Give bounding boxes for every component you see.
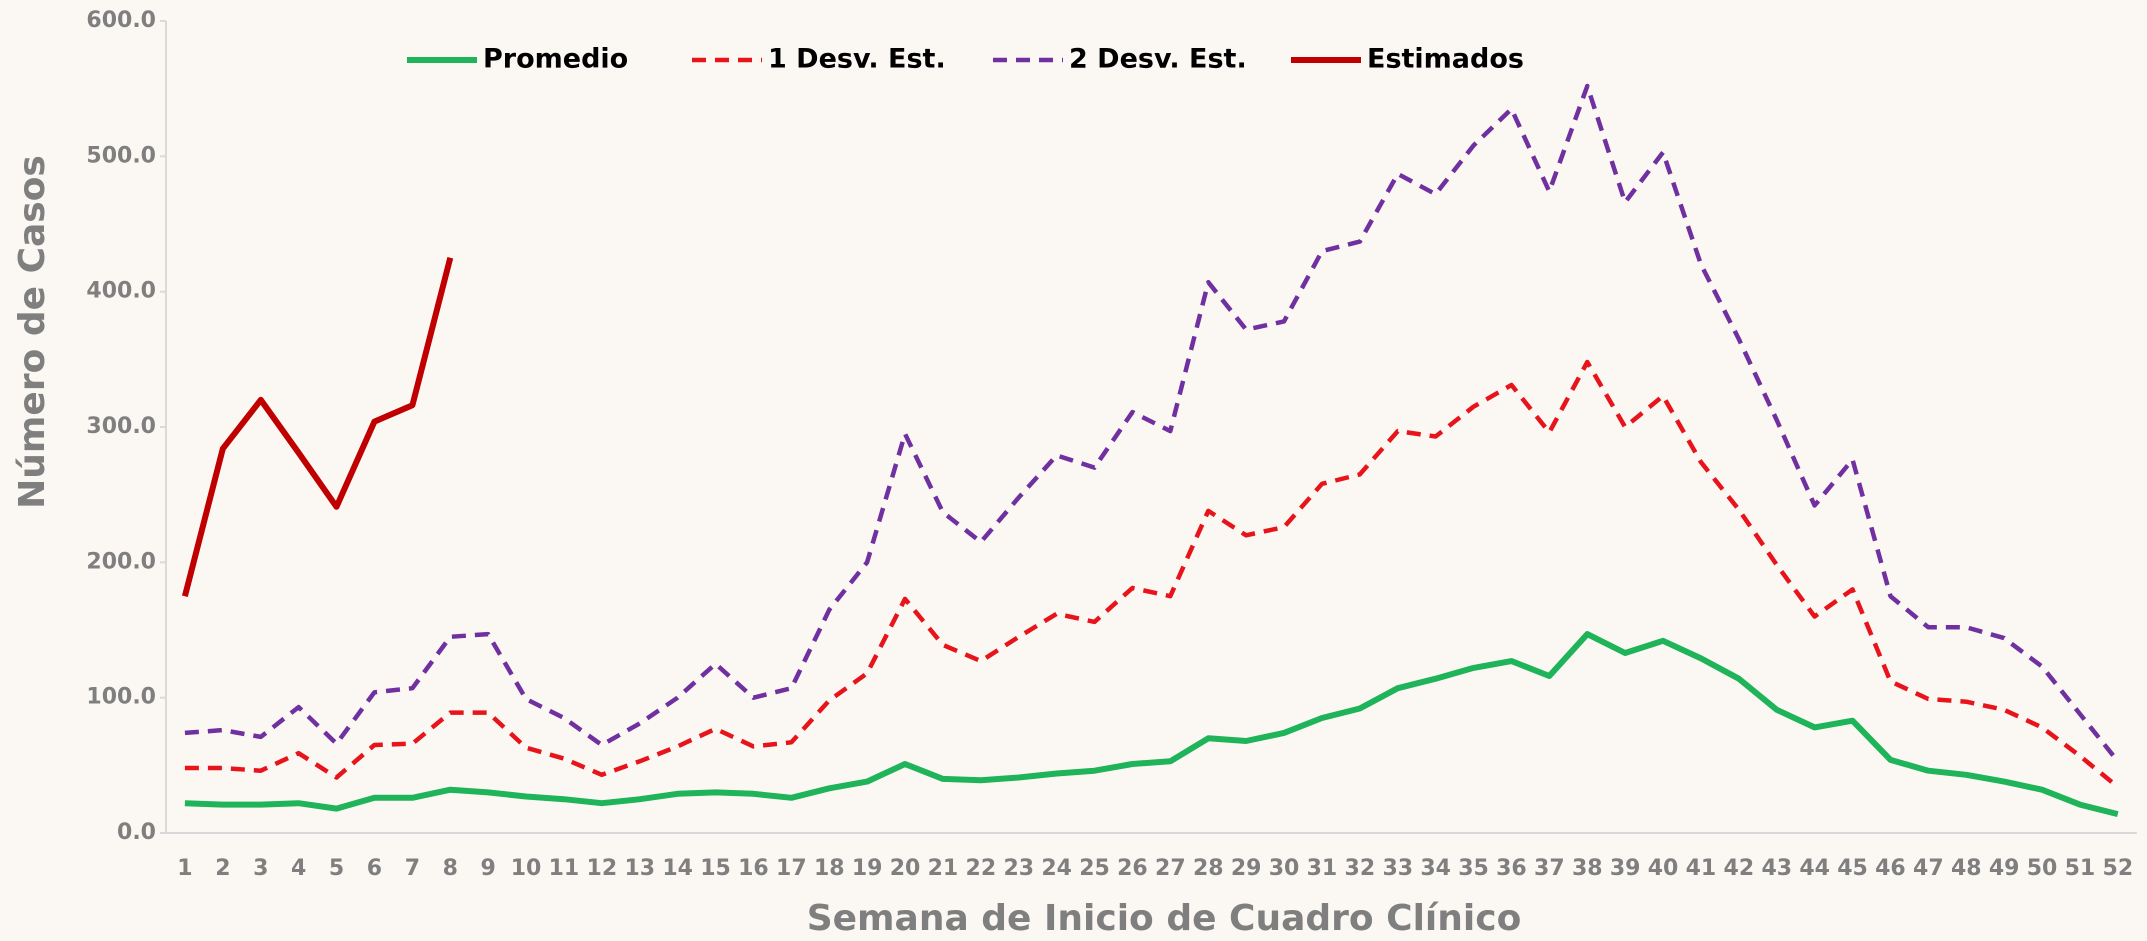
x-tick-label: 11 [549, 856, 580, 881]
y-tick-label: 100.0 [86, 685, 156, 710]
x-tick-label: 36 [1496, 856, 1527, 881]
x-tick-label: 50 [2027, 856, 2058, 881]
x-tick-label: 34 [1420, 856, 1451, 881]
x-tick-label: 44 [1799, 856, 1830, 881]
x-tick-label: 38 [1572, 856, 1603, 881]
x-tick-label: 18 [814, 856, 845, 881]
x-tick-label: 12 [587, 856, 618, 881]
y-tick-label: 0.0 [117, 820, 156, 845]
x-tick-label: 26 [1117, 856, 1148, 881]
x-tick-label: 17 [776, 856, 807, 881]
x-tick-label: 32 [1345, 856, 1376, 881]
x-tick-label: 42 [1724, 856, 1755, 881]
x-tick-label: 37 [1534, 856, 1565, 881]
legend-label: 2 Desv. Est. [1069, 44, 1247, 75]
y-axis-title: Número de Casos [12, 155, 53, 509]
x-tick-label: 19 [852, 856, 883, 881]
x-tick-label: 25 [1079, 856, 1110, 881]
x-tick-label: 31 [1307, 856, 1338, 881]
x-tick-label: 51 [2065, 856, 2096, 881]
y-tick-label: 300.0 [86, 414, 156, 439]
x-tick-label: 9 [480, 856, 495, 881]
x-tick-label: 43 [1761, 856, 1792, 881]
x-tick-label: 45 [1837, 856, 1868, 881]
x-tick-label: 2 [215, 856, 230, 881]
x-tick-label: 21 [928, 856, 959, 881]
y-tick-label: 600.0 [86, 8, 156, 33]
x-tick-label: 6 [367, 856, 382, 881]
y-tick-label: 500.0 [86, 143, 156, 168]
x-tick-label: 46 [1875, 856, 1906, 881]
x-tick-label: 28 [1193, 856, 1224, 881]
x-tick-label: 27 [1155, 856, 1186, 881]
x-tick-label: 5 [329, 856, 344, 881]
x-tick-label: 16 [738, 856, 769, 881]
x-tick-label: 1 [177, 856, 192, 881]
x-tick-label: 3 [253, 856, 268, 881]
x-tick-label: 47 [1913, 856, 1944, 881]
x-tick-label: 10 [511, 856, 542, 881]
x-tick-label: 4 [291, 856, 306, 881]
x-axis-title: Semana de Inicio de Cuadro Clínico [807, 898, 1522, 939]
x-tick-label: 13 [624, 856, 655, 881]
x-tick-label: 15 [700, 856, 731, 881]
x-tick-label: 30 [1269, 856, 1300, 881]
series-line [181, 257, 454, 597]
x-tick-label: 52 [2103, 856, 2134, 881]
x-tick-label: 48 [1951, 856, 1982, 881]
y-tick-label: 400.0 [86, 279, 156, 304]
x-tick-label: 22 [966, 856, 997, 881]
series-line [184, 359, 2120, 789]
x-tick-label: 14 [662, 856, 693, 881]
legend-label: Estimados [1367, 44, 1524, 75]
series-line [184, 83, 2120, 763]
legend-label: 1 Desv. Est. [768, 44, 946, 75]
x-tick-label: 23 [1003, 856, 1034, 881]
x-tick-label: 40 [1648, 856, 1679, 881]
x-tick-label: 7 [405, 856, 420, 881]
x-tick-label: 49 [1989, 856, 2020, 881]
x-tick-label: 20 [890, 856, 921, 881]
y-tick-label: 200.0 [86, 549, 156, 574]
x-tick-label: 35 [1458, 856, 1489, 881]
x-tick-label: 29 [1231, 856, 1262, 881]
x-tick-label: 24 [1041, 856, 1072, 881]
x-tick-label: 41 [1686, 856, 1717, 881]
x-tick-label: 33 [1382, 856, 1413, 881]
legend-label: Promedio [483, 44, 628, 75]
x-tick-label: 39 [1610, 856, 1641, 881]
series-line [184, 631, 2119, 818]
x-tick-label: 8 [443, 856, 458, 881]
